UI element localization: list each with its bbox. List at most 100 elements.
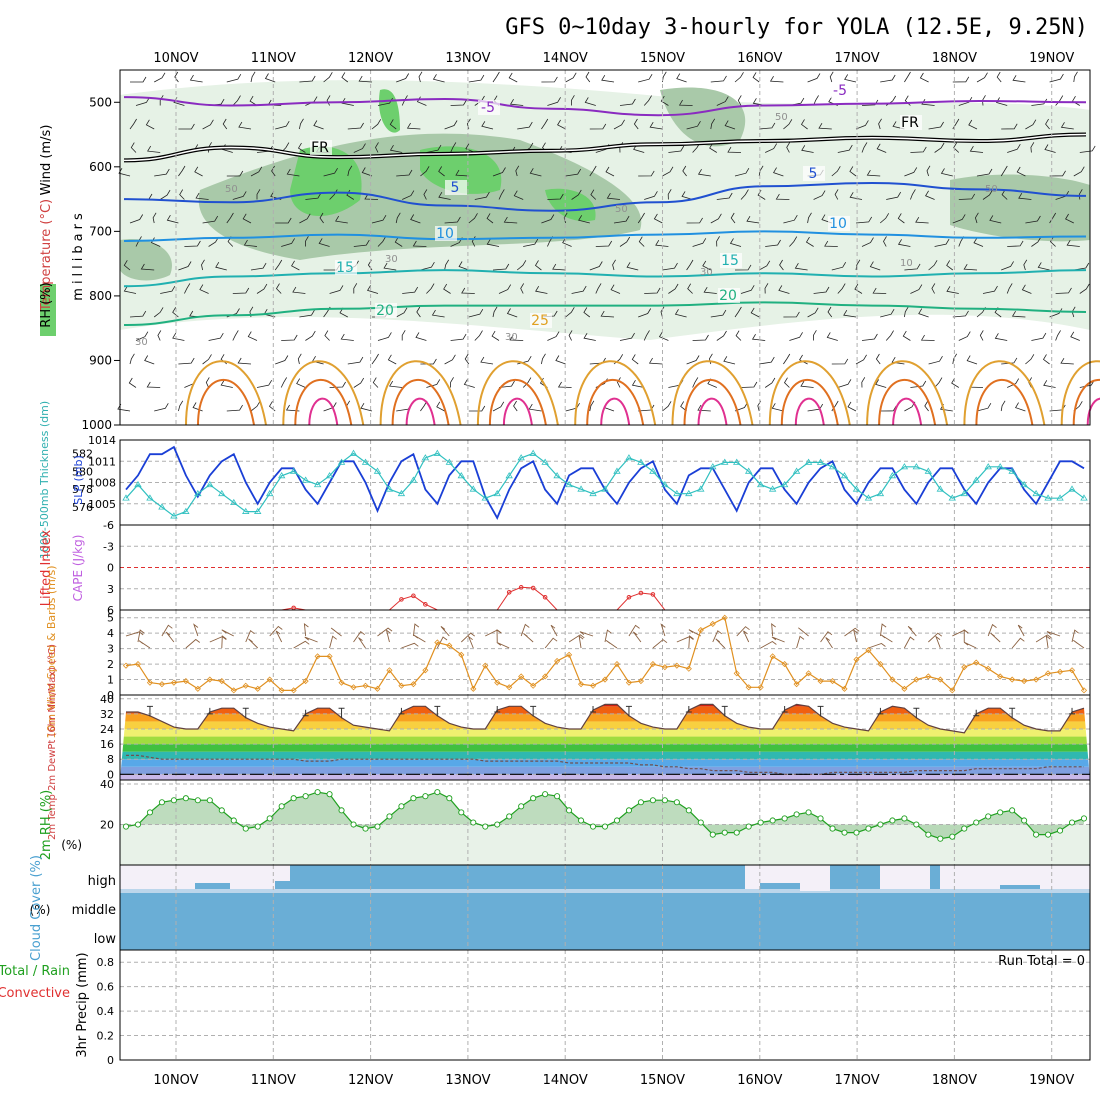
wind-barb: [910, 284, 923, 294]
wind-barb: [1001, 189, 1008, 200]
wind-speed-point: [338, 679, 345, 686]
contour-label: -5: [481, 100, 495, 116]
wind-barb: [159, 189, 171, 200]
wind-barb: [834, 189, 839, 200]
thickness-point: [146, 494, 154, 501]
thickness-point: [445, 458, 454, 465]
wind-barb: [855, 216, 873, 224]
wind-speed-point: [829, 678, 836, 685]
surface-isotherm: [671, 360, 754, 426]
wind-barb: [668, 145, 685, 153]
wind-barb: [910, 146, 927, 153]
wind-barb: [1055, 330, 1061, 341]
wind-barb: [1073, 71, 1078, 83]
wind-barb: [952, 118, 960, 130]
wind-barb: [396, 73, 410, 83]
wind-barb: [1023, 259, 1028, 271]
wind-barb: [245, 629, 255, 643]
wind-speed-point: [769, 653, 776, 660]
contour-label: FR: [311, 140, 329, 156]
wind-barb: [740, 285, 755, 294]
wind-barb: [617, 377, 621, 388]
thickness-point: [122, 494, 130, 501]
wind-barb: [353, 631, 365, 643]
side-labels: Wind (m/s) Temperature (°C) RH (%) milli…: [0, 125, 90, 1058]
thickness-point: [673, 489, 681, 497]
wind-barb: [891, 356, 905, 365]
thickness-point: [349, 449, 358, 456]
wind-barb: [1030, 142, 1035, 153]
wind-barb: [185, 638, 201, 649]
wind-barb: [716, 96, 729, 106]
wind-barb: [759, 260, 771, 271]
wind-speed-point: [961, 664, 968, 671]
wind-barb: [178, 357, 195, 365]
wind-barb: [952, 353, 958, 365]
wind-barb: [440, 626, 450, 637]
wind-barb: [631, 379, 645, 388]
wind-barb: [619, 332, 635, 341]
wind-barb: [660, 95, 669, 106]
thickness-point: [996, 463, 1004, 470]
rh-contour-label: 10: [900, 258, 913, 269]
wind-barb: [578, 215, 590, 224]
wind-barb: [221, 635, 227, 649]
wind-speed-point: [446, 642, 453, 649]
wind-barb: [951, 377, 960, 388]
wind-barb: [353, 377, 365, 388]
wind-barb: [866, 169, 881, 177]
wind-barb: [638, 308, 652, 318]
wind-barb: [843, 309, 857, 318]
wind-barb: [765, 239, 781, 247]
wind-barb: [904, 167, 918, 177]
wind-barb: [626, 262, 639, 271]
thickness-point: [194, 489, 202, 497]
rh-point: [637, 799, 644, 806]
wind-barb: [692, 377, 699, 388]
wind-barb: [366, 285, 379, 294]
wind-barb: [590, 189, 597, 200]
wind-barb: [557, 381, 572, 388]
wind-speed-point: [230, 687, 237, 694]
wind-tick-label: 4: [107, 627, 114, 640]
rh-point: [398, 803, 405, 810]
slp-tick-label: 1005: [88, 498, 116, 511]
wind-barb: [800, 380, 814, 388]
wind-barb: [492, 71, 500, 83]
wind-barb: [775, 193, 790, 200]
wind-barb: [256, 379, 273, 388]
wind-barb: [734, 72, 744, 83]
temp-minmax-bar: [817, 705, 824, 717]
wind-barb: [968, 119, 978, 130]
wind-barb: [189, 74, 203, 83]
label-cape: CAPE (J/kg): [71, 535, 85, 602]
wind-barb: [644, 287, 661, 294]
surface-isotherm: [1072, 379, 1100, 426]
wind-barb: [361, 167, 373, 177]
temp-line: [126, 703, 1085, 734]
wind-barb: [323, 72, 333, 83]
wind-barb: [789, 236, 798, 247]
contour-label: 15: [721, 253, 739, 269]
rh-point: [410, 795, 417, 802]
thickness-point: [517, 454, 525, 461]
wind-barb: [903, 636, 915, 649]
wind-barb: [523, 238, 539, 247]
wind-speed-point: [913, 676, 920, 683]
wind-barb: [418, 71, 423, 83]
wind-barb: [215, 261, 227, 271]
surface-isotherm: [574, 360, 657, 426]
wind-barb: [329, 381, 346, 388]
wind-barb: [159, 95, 164, 106]
wind-barb: [831, 400, 839, 412]
thickness-point: [301, 476, 310, 483]
wind-barb: [907, 625, 917, 637]
wind-barb: [662, 401, 672, 412]
wind-barb: [583, 307, 591, 318]
wind-barb: [193, 623, 199, 637]
y-tick-label: 900: [89, 353, 112, 367]
rh-point: [506, 813, 513, 820]
wind-barb: [1049, 212, 1057, 224]
slp-tick-label: 1008: [88, 477, 116, 490]
wind-barb: [547, 193, 564, 200]
